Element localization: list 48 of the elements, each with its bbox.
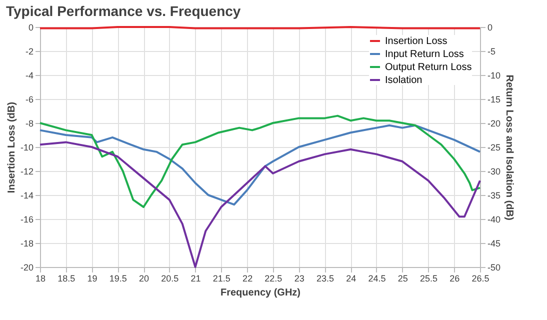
y-tick-label: -2 [25,46,34,56]
y2-tick-label: 0 [488,22,493,32]
x-tick-label: 18.5 [58,274,76,284]
x-tick-label: 19 [87,274,98,284]
y-tick-label: -14 [20,190,34,200]
x-tick-label: 25.5 [420,274,438,284]
x-tick-label: 21 [190,274,201,284]
x-tick-label: 23.5 [316,274,334,284]
y-tick-label: -8 [25,118,34,128]
y-axis-title: Insertion Loss (dB) [6,102,18,194]
y2-tick-label: -40 [488,214,501,224]
x-tick-label: 21.5 [212,274,230,284]
x-tick-label: 20.5 [161,274,179,284]
chart-title: Typical Performance vs. Frequency [6,3,241,19]
y-tick-label: -20 [20,262,34,272]
y-tick-label: 0 [28,22,34,32]
legend-label: Isolation [385,75,422,86]
y2-tick-label: -20 [488,118,501,128]
x-tick-label: 26 [450,274,460,284]
x-tick-label: 19.5 [109,274,127,284]
y-tick-label: -16 [20,214,34,224]
legend-label: Output Return Loss [385,62,472,73]
x-tick-label: 22.5 [264,274,282,284]
x-tick-label: 24 [346,274,356,284]
y2-axis-title: Return Loss and Isolation (dB) [504,74,515,220]
y-tick-label: -4 [25,70,34,80]
legend-label: Insertion Loss [385,36,448,47]
x-tick-label: 20 [139,274,150,284]
y2-tick-label: -5 [488,46,496,56]
y2-tick-label: -30 [488,166,501,176]
y2-tick-label: -15 [488,94,501,104]
x-axis-title: Frequency (GHz) [220,288,301,298]
y-tick-label: -18 [20,238,34,248]
x-tick-label: 18 [35,274,46,284]
y2-tick-label: -25 [488,142,501,152]
y2-tick-label: -10 [488,70,501,80]
y2-tick-label: -50 [488,262,501,272]
y-tick-label: -10 [20,142,34,152]
legend-label: Input Return Loss [385,49,464,60]
x-tick-label: 26.5 [472,274,490,284]
x-tick-label: 23 [294,274,304,284]
y2-tick-label: -45 [488,238,501,248]
x-tick-label: 24.5 [368,274,386,284]
y-tick-label: -12 [20,166,34,176]
x-tick-label: 25 [398,274,408,284]
y2-tick-label: -35 [488,190,501,200]
y-tick-label: -6 [25,94,34,104]
x-tick-label: 22 [242,274,253,284]
